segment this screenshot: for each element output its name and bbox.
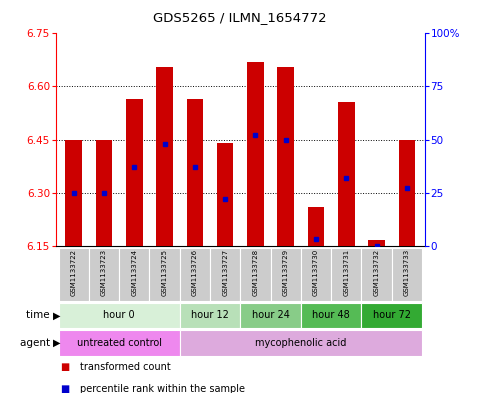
Text: GSM1133732: GSM1133732 bbox=[373, 249, 380, 296]
Text: hour 48: hour 48 bbox=[313, 310, 350, 320]
Text: GSM1133728: GSM1133728 bbox=[253, 249, 258, 296]
Bar bbox=[119, 248, 149, 301]
Text: hour 0: hour 0 bbox=[103, 310, 135, 320]
Bar bbox=[186, 99, 203, 246]
Bar bbox=[308, 207, 325, 246]
Text: GSM1133733: GSM1133733 bbox=[404, 249, 410, 296]
Text: transformed count: transformed count bbox=[80, 362, 170, 373]
Text: GSM1133723: GSM1133723 bbox=[101, 249, 107, 296]
Bar bbox=[180, 330, 422, 356]
Bar bbox=[368, 241, 385, 246]
Text: ■: ■ bbox=[60, 362, 70, 373]
Text: untreated control: untreated control bbox=[77, 338, 162, 348]
Text: time: time bbox=[26, 310, 53, 320]
Bar bbox=[277, 67, 294, 246]
Text: mycophenolic acid: mycophenolic acid bbox=[255, 338, 347, 348]
Bar bbox=[156, 67, 173, 246]
Bar bbox=[301, 248, 331, 301]
Text: agent: agent bbox=[20, 338, 53, 348]
Bar bbox=[392, 248, 422, 301]
Text: hour 72: hour 72 bbox=[373, 310, 411, 320]
Bar bbox=[149, 248, 180, 301]
Text: GDS5265 / ILMN_1654772: GDS5265 / ILMN_1654772 bbox=[154, 11, 327, 24]
Text: GSM1133731: GSM1133731 bbox=[343, 249, 349, 296]
Bar bbox=[58, 303, 180, 328]
Bar bbox=[241, 303, 301, 328]
Bar bbox=[331, 248, 361, 301]
Bar bbox=[241, 248, 270, 301]
Text: GSM1133726: GSM1133726 bbox=[192, 249, 198, 296]
Text: hour 24: hour 24 bbox=[252, 310, 289, 320]
Bar bbox=[361, 303, 422, 328]
Bar bbox=[301, 303, 361, 328]
Bar bbox=[58, 248, 89, 301]
Bar bbox=[247, 62, 264, 246]
Bar bbox=[58, 330, 180, 356]
Bar bbox=[65, 140, 82, 246]
Bar bbox=[210, 248, 241, 301]
Text: percentile rank within the sample: percentile rank within the sample bbox=[80, 384, 245, 393]
Bar bbox=[180, 303, 241, 328]
Text: GSM1133725: GSM1133725 bbox=[162, 249, 168, 296]
Bar bbox=[398, 140, 415, 246]
Bar bbox=[270, 248, 301, 301]
Bar bbox=[217, 143, 233, 246]
Text: GSM1133730: GSM1133730 bbox=[313, 249, 319, 296]
Text: ■: ■ bbox=[60, 384, 70, 393]
Text: GSM1133727: GSM1133727 bbox=[222, 249, 228, 296]
Bar bbox=[361, 248, 392, 301]
Bar bbox=[338, 103, 355, 246]
Text: hour 12: hour 12 bbox=[191, 310, 229, 320]
Text: GSM1133722: GSM1133722 bbox=[71, 249, 77, 296]
Bar bbox=[126, 99, 142, 246]
Text: ▶: ▶ bbox=[53, 338, 61, 348]
Bar bbox=[96, 140, 113, 246]
Text: GSM1133724: GSM1133724 bbox=[131, 249, 137, 296]
Text: GSM1133729: GSM1133729 bbox=[283, 249, 289, 296]
Bar bbox=[89, 248, 119, 301]
Text: ▶: ▶ bbox=[53, 310, 61, 320]
Bar bbox=[180, 248, 210, 301]
